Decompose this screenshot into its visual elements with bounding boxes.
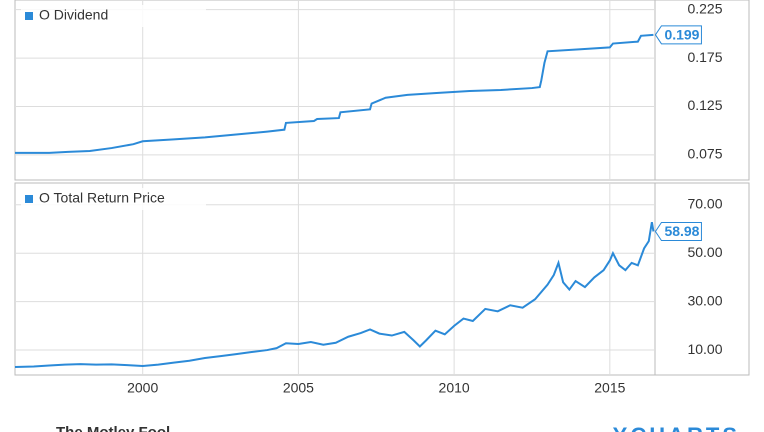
value-label-box [654,221,702,241]
y-tick-label: 70.00 [687,195,722,211]
value-label: 58.98 [664,223,699,239]
legend-label: O Dividend [39,7,108,23]
legend-swatch [25,195,33,203]
y-tick-label: 10.00 [687,341,722,357]
legend-box [21,5,206,27]
value-label: 0.199 [664,27,699,43]
x-tick-label: 2015 [594,380,625,396]
axis-area [654,182,750,376]
value-label-box [654,25,702,45]
legend-box [21,188,206,210]
footer-right: YCHARTS [613,423,740,432]
data-line [14,222,655,369]
y-tick-label: 0.175 [687,49,722,65]
y-tick-label: 0.125 [687,97,722,113]
plot-area [14,0,656,181]
y-tick-label: 30.00 [687,292,722,308]
legend-label: O Total Return Price [39,190,165,206]
x-tick-label: 2000 [127,380,158,396]
x-tick-label: 2010 [439,380,470,396]
legend-swatch [25,12,33,20]
footer-left: The Motley Fool [56,424,170,432]
y-tick-label: 0.075 [687,146,722,162]
plot-area [14,182,656,376]
data-line [15,33,654,154]
y-tick-label: 0.225 [687,0,722,16]
x-tick-label: 2005 [283,380,314,396]
axis-area [654,0,750,181]
y-tick-label: 50.00 [687,244,722,260]
